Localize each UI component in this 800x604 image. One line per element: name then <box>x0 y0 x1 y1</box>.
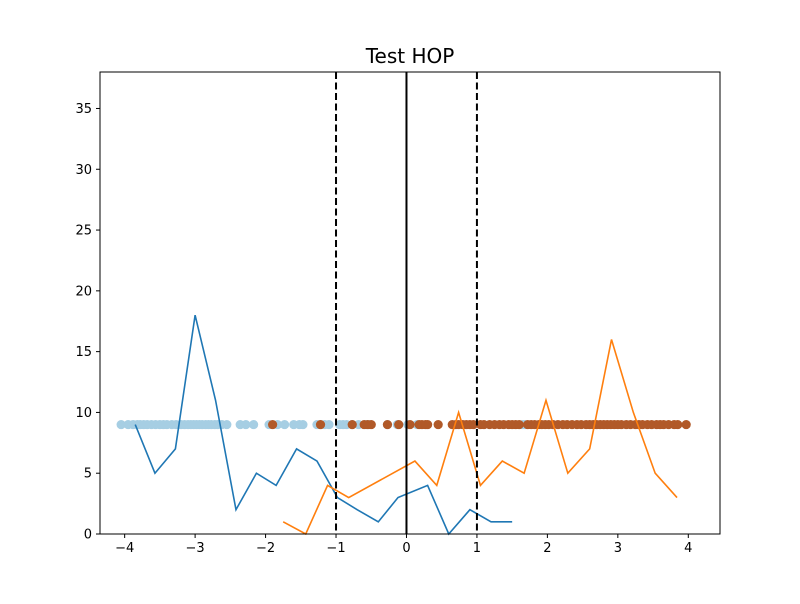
y-tick-label: 10 <box>75 406 92 421</box>
y-tick-label: 35 <box>75 102 92 117</box>
y-axis-ticks: 0 5 10 15 20 25 30 35 <box>75 102 100 543</box>
x-tick-label: −4 <box>115 541 134 556</box>
x-tick-label: 3 <box>614 541 622 556</box>
x-tick-label: 0 <box>402 541 410 556</box>
scatter-point-s3-0 <box>268 419 278 430</box>
scatter-point-s3-13 <box>433 419 443 430</box>
y-tick-label: 30 <box>75 163 92 178</box>
x-tick-label: 1 <box>473 541 481 556</box>
y-tick-label: 25 <box>75 224 92 239</box>
x-tick-label: 4 <box>684 541 692 556</box>
x-axis-ticks: −4 −3 −2 −1 0 1 2 3 4 <box>115 534 692 556</box>
x-tick-label: −3 <box>186 541 205 556</box>
scatter-point-s3-6 <box>382 419 393 430</box>
y-tick-label: 20 <box>75 284 92 299</box>
scatter-point-s3-8 <box>405 419 415 430</box>
x-tick-label: −2 <box>256 541 275 556</box>
x-tick-label: −1 <box>326 541 345 556</box>
series-line-1 <box>282 339 678 536</box>
scatter-point-s3-12 <box>423 419 433 430</box>
y-tick-label: 5 <box>84 467 92 482</box>
scatter-point-s3-5 <box>366 419 376 430</box>
y-tick-label: 15 <box>75 345 92 360</box>
scatter-point-s3-2 <box>347 419 357 430</box>
scatter-point-s3-20 <box>468 419 479 430</box>
scatter-point-s2-34 <box>279 419 290 430</box>
scatter-point-s3-69 <box>681 419 691 430</box>
scatter-point-s2-28 <box>222 419 232 430</box>
scatter-point-s3-30 <box>514 419 524 430</box>
plot-area <box>116 314 691 536</box>
y-tick-label: 0 <box>84 528 92 543</box>
axes-frame <box>99 71 721 535</box>
reference-lines <box>335 72 478 534</box>
scatter-point-s3-7 <box>394 419 404 430</box>
chart-title: Test HOP <box>365 44 455 68</box>
scatter-point-s2-41 <box>324 419 334 430</box>
scatter-point-s2-0 <box>116 419 126 430</box>
scatter-point-s3-1 <box>315 419 326 430</box>
scatter-point-s3-68 <box>673 419 683 430</box>
scatter-point-s2-37 <box>298 419 308 430</box>
x-tick-label: 2 <box>543 541 551 556</box>
scatter-point-s2-30 <box>241 419 251 430</box>
scatter-point-s2-31 <box>248 419 259 430</box>
